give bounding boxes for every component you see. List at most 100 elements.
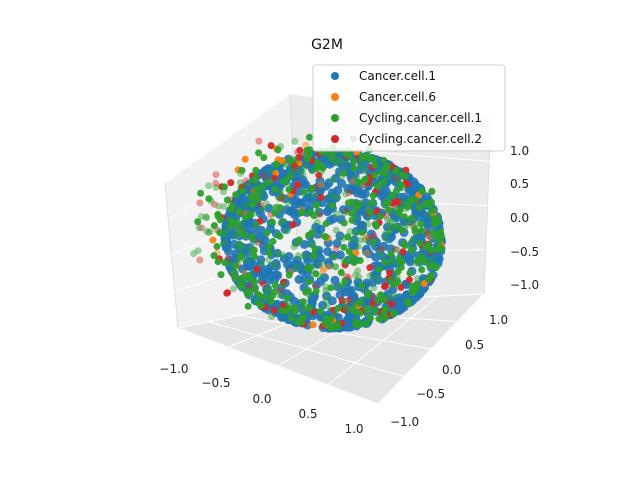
data-point — [364, 201, 372, 209]
z-tick-label: 0.0 — [510, 211, 529, 225]
data-point — [256, 217, 264, 225]
data-point — [382, 229, 390, 237]
data-point — [282, 179, 290, 187]
data-point — [344, 233, 352, 241]
data-point — [349, 292, 359, 302]
data-point — [259, 280, 267, 288]
data-point — [212, 171, 220, 179]
data-point — [317, 261, 325, 269]
data-point — [391, 202, 399, 210]
data-point — [367, 303, 374, 311]
data-point — [328, 313, 336, 321]
data-point — [279, 280, 287, 288]
data-point — [366, 212, 374, 220]
data-point — [370, 180, 378, 188]
data-point — [422, 199, 430, 207]
data-point — [238, 242, 246, 250]
data-point — [392, 198, 400, 206]
data-point — [205, 195, 213, 203]
y-tick-label: −0.5 — [416, 387, 445, 401]
data-point — [376, 213, 384, 220]
x-tick-label: −1.0 — [159, 362, 188, 376]
data-point — [294, 252, 302, 260]
data-point — [252, 166, 260, 174]
data-point — [411, 228, 419, 236]
data-point — [426, 241, 433, 249]
data-point — [251, 285, 259, 293]
data-point — [331, 173, 341, 183]
data-point — [253, 221, 261, 229]
data-point — [411, 196, 419, 204]
data-point — [250, 247, 258, 255]
data-point — [287, 314, 295, 322]
data-point — [363, 249, 371, 257]
data-point — [270, 261, 278, 269]
data-point — [237, 170, 245, 178]
data-point — [293, 166, 301, 174]
data-point — [364, 291, 372, 299]
data-point — [203, 214, 211, 222]
data-point — [409, 236, 417, 244]
data-point — [252, 173, 260, 181]
data-point — [355, 243, 362, 251]
data-point — [362, 247, 372, 257]
data-point — [408, 244, 416, 252]
data-point — [280, 217, 288, 225]
data-point — [261, 293, 269, 301]
data-point — [361, 198, 370, 207]
grid-line — [327, 295, 439, 386]
data-point — [254, 239, 262, 247]
data-point — [381, 283, 389, 291]
data-point — [248, 200, 256, 208]
data-point — [342, 258, 350, 266]
data-point — [371, 171, 379, 179]
data-point — [280, 177, 288, 185]
data-point — [294, 181, 302, 189]
data-point — [227, 179, 235, 187]
data-point — [295, 261, 305, 271]
data-point — [345, 151, 353, 159]
data-point — [406, 269, 414, 277]
data-point — [417, 220, 425, 228]
data-point — [223, 289, 231, 297]
data-point — [340, 209, 348, 217]
data-point — [226, 261, 236, 270]
data-point — [358, 282, 366, 290]
data-point — [429, 207, 437, 214]
data-point — [400, 240, 408, 248]
data-point — [294, 275, 304, 284]
data-point — [271, 204, 279, 212]
data-point — [305, 307, 313, 315]
data-point — [372, 307, 379, 315]
data-point — [385, 173, 393, 181]
data-point — [385, 274, 393, 282]
legend: Cancer.cell.1 Cancer.cell.6 Cycling.canc… — [312, 64, 506, 152]
data-point — [265, 256, 272, 264]
data-point — [259, 192, 269, 202]
data-point — [348, 306, 356, 314]
data-point — [264, 203, 274, 213]
data-point — [387, 257, 395, 264]
data-point — [322, 291, 332, 301]
data-point — [345, 189, 353, 197]
data-point — [242, 177, 250, 185]
data-point — [399, 248, 407, 256]
data-point — [315, 186, 325, 196]
data-point — [332, 238, 342, 248]
data-point — [271, 209, 279, 217]
data-point — [328, 202, 336, 209]
data-point — [303, 146, 311, 154]
data-point — [375, 292, 383, 300]
data-point — [317, 307, 325, 314]
data-point — [279, 254, 289, 264]
data-point — [270, 174, 278, 182]
data-point — [316, 224, 326, 234]
data-point — [276, 291, 284, 299]
data-point — [268, 313, 276, 321]
data-point — [242, 201, 249, 209]
data-point — [335, 231, 345, 241]
data-point — [205, 182, 213, 190]
data-point — [418, 227, 426, 235]
data-point — [278, 307, 286, 314]
chart-title: G2M — [311, 37, 343, 53]
